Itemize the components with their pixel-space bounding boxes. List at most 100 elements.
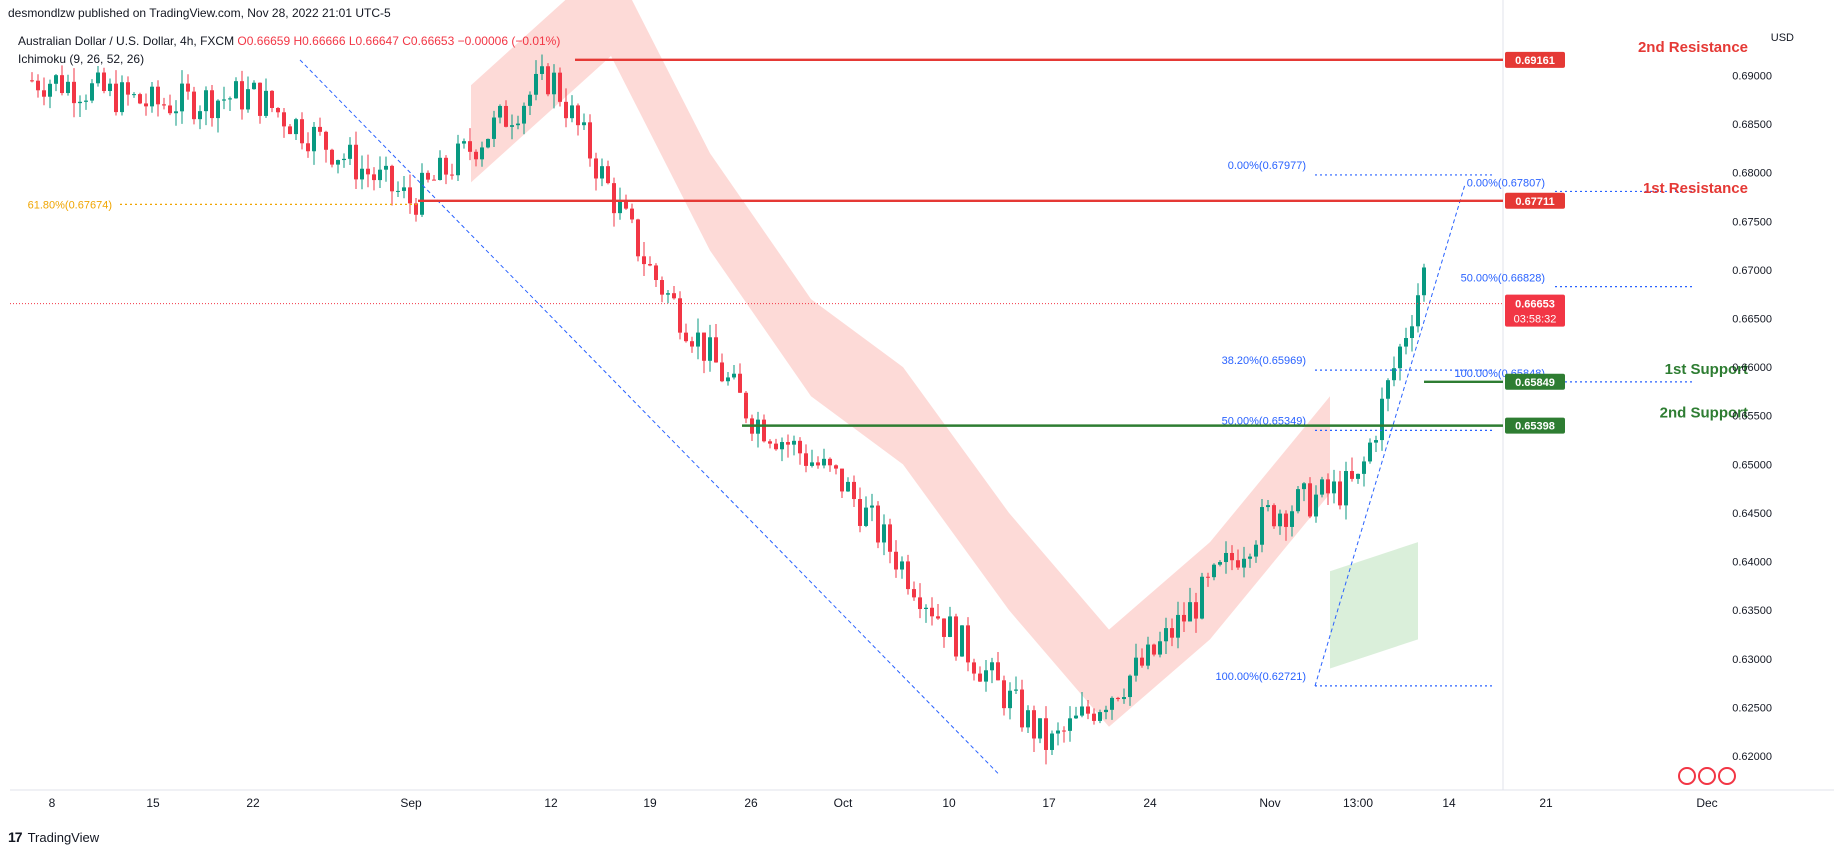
tradingview-brand[interactable]: 17 TradingView bbox=[8, 824, 99, 850]
candle-body bbox=[726, 377, 730, 382]
symbol-legend[interactable]: Australian Dollar / U.S. Dollar, 4h, FXC… bbox=[18, 34, 560, 48]
symbol-title: Australian Dollar / U.S. Dollar, 4h, FXC… bbox=[18, 34, 235, 48]
candle-body bbox=[198, 111, 202, 120]
candle-body bbox=[732, 373, 736, 378]
candle-body bbox=[966, 625, 970, 663]
candle-body bbox=[1080, 706, 1084, 716]
candle-body bbox=[1116, 697, 1120, 700]
x-tick-label: 14 bbox=[1442, 796, 1456, 810]
x-tick-label: 10 bbox=[942, 796, 956, 810]
price-tag-2nd-support: 0.65398 bbox=[1515, 421, 1555, 433]
x-tick-label: 12 bbox=[544, 796, 558, 810]
candle-body bbox=[498, 105, 502, 118]
candle-body bbox=[186, 83, 190, 92]
event-flag-icon[interactable] bbox=[1718, 767, 1736, 785]
candle-body bbox=[1266, 505, 1270, 508]
candle-body bbox=[342, 158, 346, 161]
candle-body bbox=[942, 618, 946, 637]
candle-body bbox=[1368, 442, 1372, 462]
indicator-legend[interactable]: Ichimoku (9, 26, 52, 26) bbox=[18, 52, 145, 66]
x-tick-label: Nov bbox=[1259, 796, 1280, 810]
fib-left-label: 61.80%(0.67674) bbox=[28, 199, 112, 211]
candle-body bbox=[630, 208, 634, 220]
candle-body bbox=[1026, 710, 1030, 728]
candle-body bbox=[1200, 576, 1204, 619]
candle-body bbox=[558, 72, 562, 102]
candle-body bbox=[1092, 713, 1096, 721]
candle-body bbox=[126, 82, 130, 95]
price-tag-bg bbox=[1505, 373, 1565, 390]
candle-body bbox=[360, 168, 364, 180]
event-flag-icon[interactable] bbox=[1678, 767, 1696, 785]
candle-body bbox=[1020, 689, 1024, 728]
candle-body bbox=[1128, 675, 1132, 698]
candle-body bbox=[192, 91, 196, 120]
candle-body bbox=[1176, 614, 1180, 638]
candle-body bbox=[786, 442, 790, 445]
candle-body bbox=[996, 662, 1000, 681]
y-tick-label: 0.65500 bbox=[1732, 411, 1772, 423]
candle-body bbox=[702, 332, 706, 361]
candle-body bbox=[864, 507, 868, 526]
candle-body bbox=[1416, 295, 1420, 327]
candle-body bbox=[672, 293, 676, 299]
candle-body bbox=[252, 82, 256, 90]
candle-body bbox=[576, 105, 580, 126]
candle-body bbox=[348, 144, 352, 159]
candle-body bbox=[912, 589, 916, 598]
candle-body bbox=[60, 75, 64, 94]
candle-body bbox=[936, 616, 940, 619]
candle-body bbox=[432, 179, 436, 181]
currency-label: USD bbox=[1770, 32, 1794, 44]
candle-body bbox=[900, 561, 904, 570]
candle-body bbox=[1206, 576, 1210, 578]
candle-body bbox=[84, 100, 88, 102]
candle-body bbox=[492, 117, 496, 139]
candle-body bbox=[1002, 680, 1006, 709]
candle-body bbox=[612, 183, 616, 214]
candle-body bbox=[486, 138, 490, 148]
candle-body bbox=[168, 105, 172, 114]
price-tag-2nd-resistance: 0.69161 bbox=[1515, 55, 1555, 67]
candle-body bbox=[138, 94, 142, 104]
candle-body bbox=[1320, 479, 1324, 495]
candle-body bbox=[306, 143, 310, 152]
candle-body bbox=[372, 174, 376, 181]
candle-body bbox=[1218, 562, 1222, 565]
candle-body bbox=[570, 105, 574, 119]
candle-body bbox=[1050, 733, 1054, 750]
x-tick-label: 8 bbox=[49, 796, 56, 810]
y-tick-label: 0.63500 bbox=[1732, 605, 1772, 617]
candle-body bbox=[852, 481, 856, 500]
candle-body bbox=[66, 81, 70, 94]
candle-body bbox=[1314, 494, 1318, 517]
price-tag-1st-support: 0.65849 bbox=[1515, 377, 1555, 389]
candle-body bbox=[810, 462, 814, 466]
candle-body bbox=[1272, 505, 1276, 527]
candle-body bbox=[1344, 471, 1348, 506]
candle-body bbox=[906, 561, 910, 590]
candle-body bbox=[144, 103, 148, 107]
ichimoku-cloud-bearish bbox=[471, 0, 1330, 727]
candle-body bbox=[1338, 481, 1342, 506]
candle-body bbox=[738, 373, 742, 393]
candle-body bbox=[546, 66, 550, 95]
candle-body bbox=[240, 81, 244, 110]
candle-body bbox=[312, 126, 316, 152]
candle-body bbox=[846, 481, 850, 492]
y-tick-label: 0.69000 bbox=[1732, 70, 1772, 82]
candle-body bbox=[660, 280, 664, 295]
event-flag-icon[interactable] bbox=[1698, 767, 1716, 785]
candle-body bbox=[1362, 461, 1366, 474]
y-tick-label: 0.66000 bbox=[1732, 362, 1772, 374]
candle-body bbox=[798, 440, 802, 454]
candle-body bbox=[162, 104, 166, 106]
candle-body bbox=[1056, 730, 1060, 734]
candle-body bbox=[858, 499, 862, 526]
candle-body bbox=[714, 337, 718, 363]
candle-body bbox=[1212, 564, 1216, 578]
candle-body bbox=[1290, 511, 1294, 527]
candle-body bbox=[1014, 689, 1018, 691]
fib-mid-label: 38.20%(0.65969) bbox=[1222, 355, 1306, 367]
